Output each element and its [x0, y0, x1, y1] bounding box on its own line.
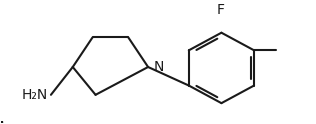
- Text: N: N: [154, 60, 164, 74]
- Text: F: F: [216, 3, 224, 17]
- Text: H₂N: H₂N: [22, 88, 48, 102]
